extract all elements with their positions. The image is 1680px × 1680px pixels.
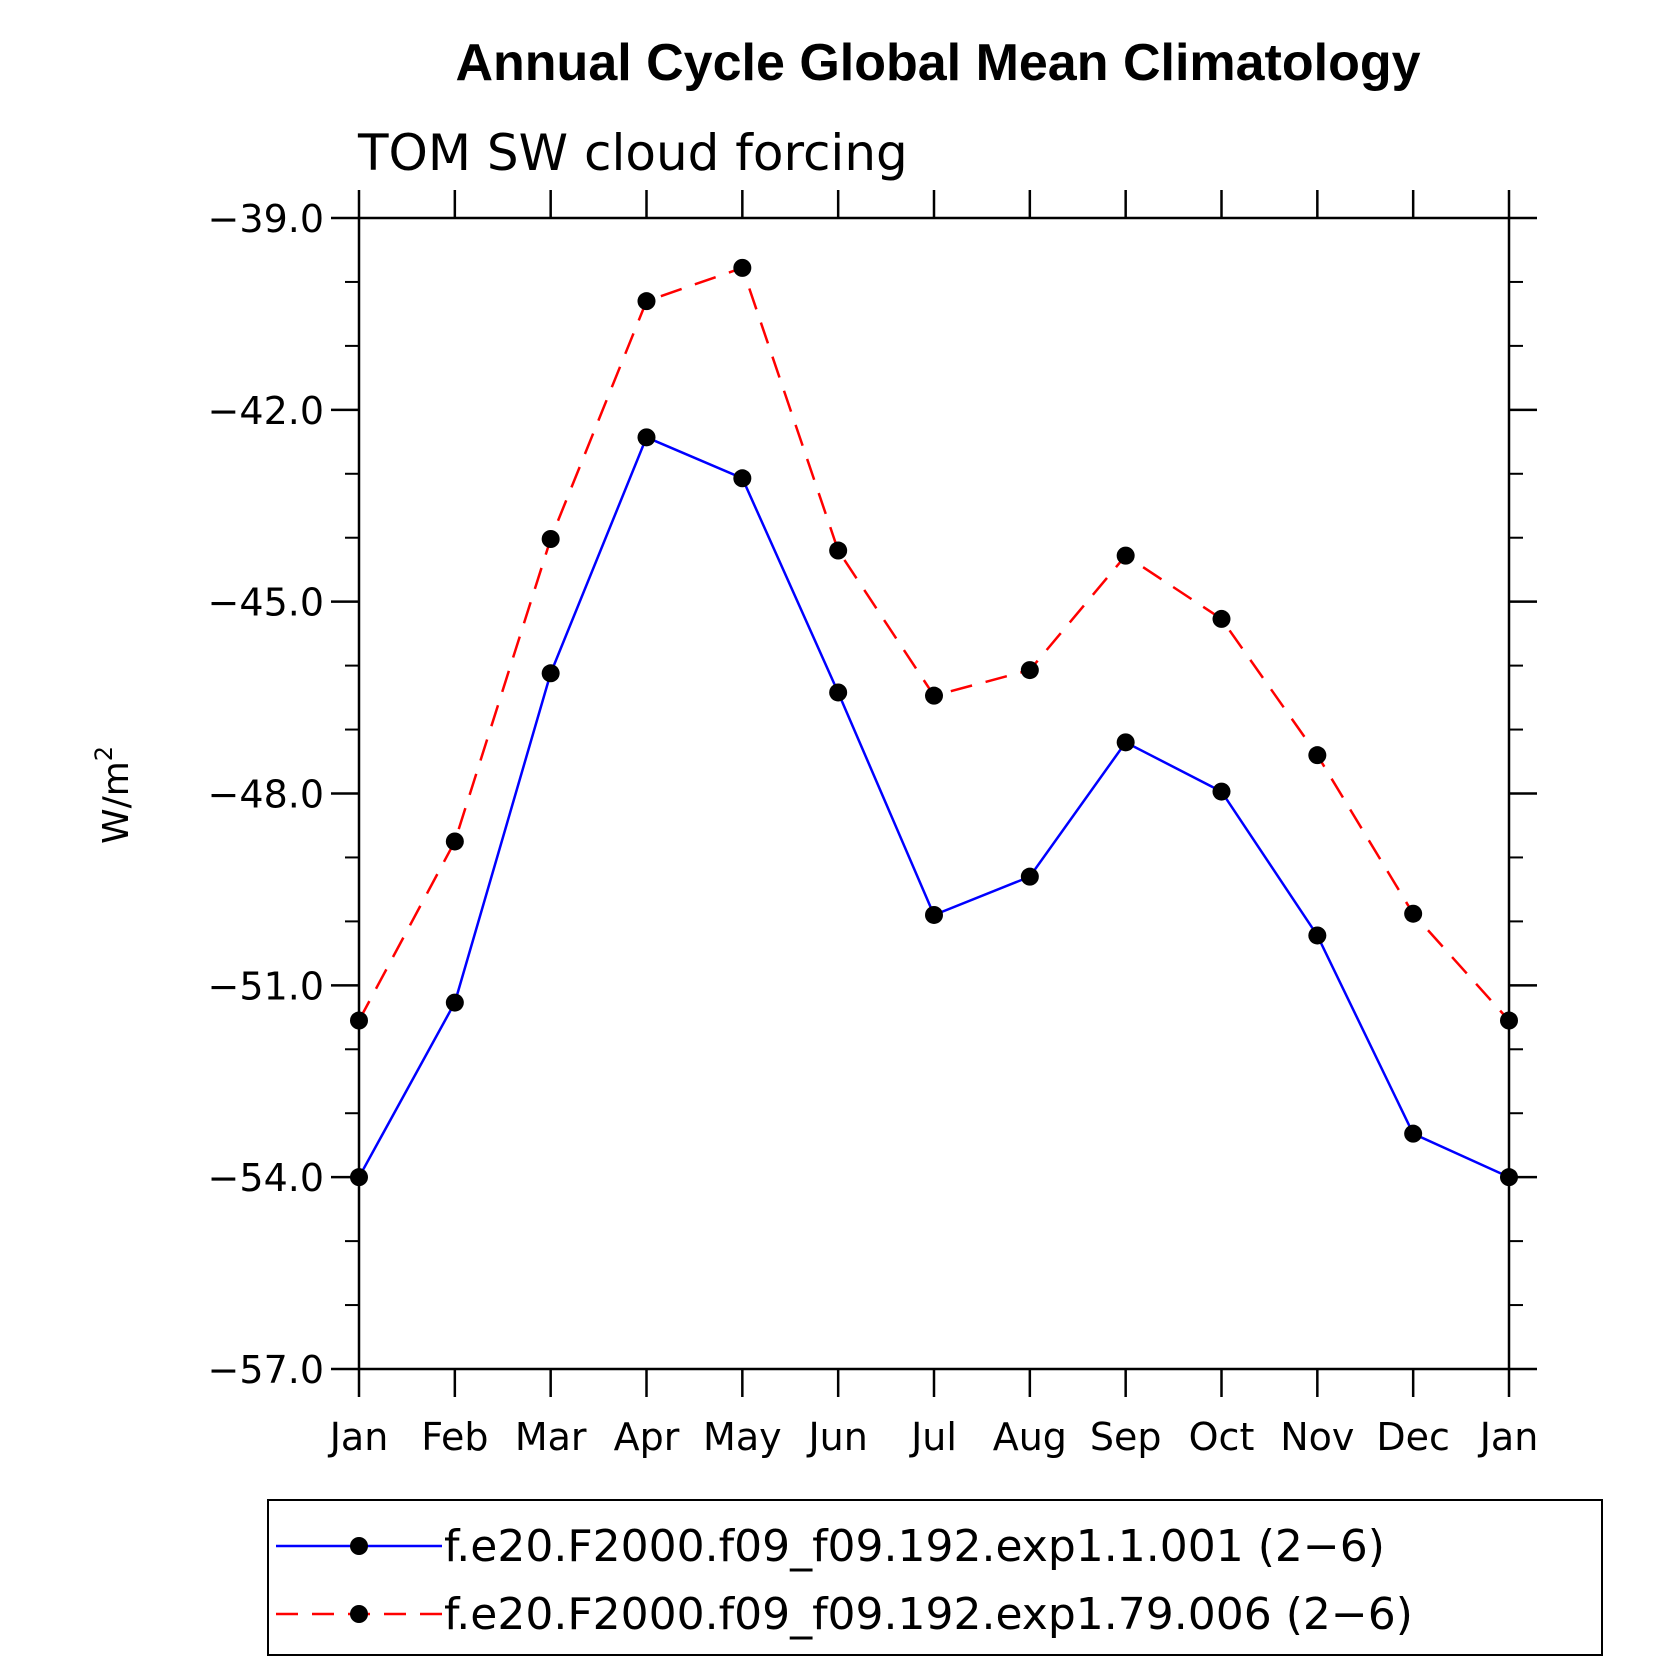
y-tick-label: −39.0 — [208, 197, 324, 241]
series-line-1 — [357, 435, 1510, 1179]
series-1-point — [445, 993, 464, 1012]
x-tick-label: Aug — [993, 1415, 1067, 1459]
x-tick-label: Nov — [1280, 1415, 1354, 1459]
series-2-point — [925, 686, 943, 705]
plot-frame — [357, 216, 1511, 1371]
series-1-point — [541, 664, 560, 683]
series-2-point — [637, 292, 656, 311]
chart-title: Annual Cycle Global Mean Climatology — [455, 34, 1420, 92]
series-2-point — [829, 541, 848, 560]
x-tick-label: Apr — [614, 1415, 680, 1459]
y-tick-label: −42.0 — [208, 389, 324, 433]
x-tick-label: May — [703, 1415, 782, 1459]
series-1-point — [1116, 733, 1135, 752]
x-tick-label: Mar — [515, 1415, 587, 1459]
x-tick-label: Jul — [909, 1415, 957, 1459]
y-ticks: −39.0 −42.0 −45.0 −48.0 −51.0 −54.0 −57.0 — [208, 197, 1537, 1392]
y-tick-label: −54.0 — [208, 1156, 324, 1200]
legend-marker-series-2 — [350, 1605, 368, 1623]
series-2-point — [1020, 661, 1039, 680]
legend-label-series-1: f.e20.F2000.f09_f09.192.exp1.1.001 (2−6) — [444, 1521, 1385, 1572]
x-tick-label: Oct — [1189, 1415, 1255, 1459]
x-tick-label: Dec — [1376, 1415, 1450, 1459]
x-tick-label: Sep — [1090, 1415, 1162, 1459]
x-ticks: Jan Feb Mar Apr May Jun Jul Aug Sep Oct Nov Dec Jan — [328, 190, 1539, 1459]
legend-box — [267, 1499, 1603, 1656]
y-axis-title: W/m2 — [90, 746, 137, 844]
series-1-point — [829, 683, 848, 702]
y-tick-label: −45.0 — [208, 581, 324, 625]
series-2-point — [541, 530, 560, 549]
x-tick-label: Feb — [421, 1415, 488, 1459]
series-2-point — [445, 832, 464, 851]
series-1-point — [637, 428, 656, 447]
series-2-point — [1116, 546, 1135, 565]
legend: f.e20.F2000.f09_f09.192.exp1.1.001 (2−6)… — [267, 1499, 1603, 1656]
y-axis-label: W/m — [96, 761, 137, 844]
series-1-point — [1308, 926, 1327, 945]
legend-marker-series-1 — [350, 1537, 368, 1555]
chart-subtitle: TOM SW cloud forcing — [357, 124, 908, 182]
series-1-point — [1404, 1124, 1423, 1143]
y-tick-label: −51.0 — [208, 964, 324, 1008]
x-tick-label: Jan — [1478, 1415, 1539, 1459]
series-1-point — [1212, 782, 1231, 801]
legend-label-series-2: f.e20.F2000.f09_f09.192.exp1.79.006 (2−6… — [444, 1589, 1413, 1640]
series-1-point — [733, 469, 752, 488]
y-tick-label: −57.0 — [208, 1348, 324, 1392]
series-1-point — [925, 905, 943, 924]
y-tick-label: −48.0 — [208, 773, 324, 817]
series-layer — [350, 258, 1518, 1187]
series-1-point — [1020, 867, 1039, 886]
series-2-point — [733, 258, 752, 277]
series-2-point — [1212, 609, 1231, 628]
y-axis-label-superscript: 2 — [90, 746, 118, 761]
series-2-point — [1404, 904, 1423, 923]
x-tick-label: Jan — [328, 1415, 389, 1459]
series-2-point — [1308, 746, 1327, 765]
x-tick-label: Jun — [806, 1415, 867, 1459]
svg-text:W/m2: W/m2 — [90, 746, 137, 844]
